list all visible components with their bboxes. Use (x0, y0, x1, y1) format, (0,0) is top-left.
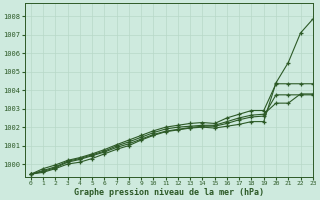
X-axis label: Graphe pression niveau de la mer (hPa): Graphe pression niveau de la mer (hPa) (74, 188, 264, 197)
